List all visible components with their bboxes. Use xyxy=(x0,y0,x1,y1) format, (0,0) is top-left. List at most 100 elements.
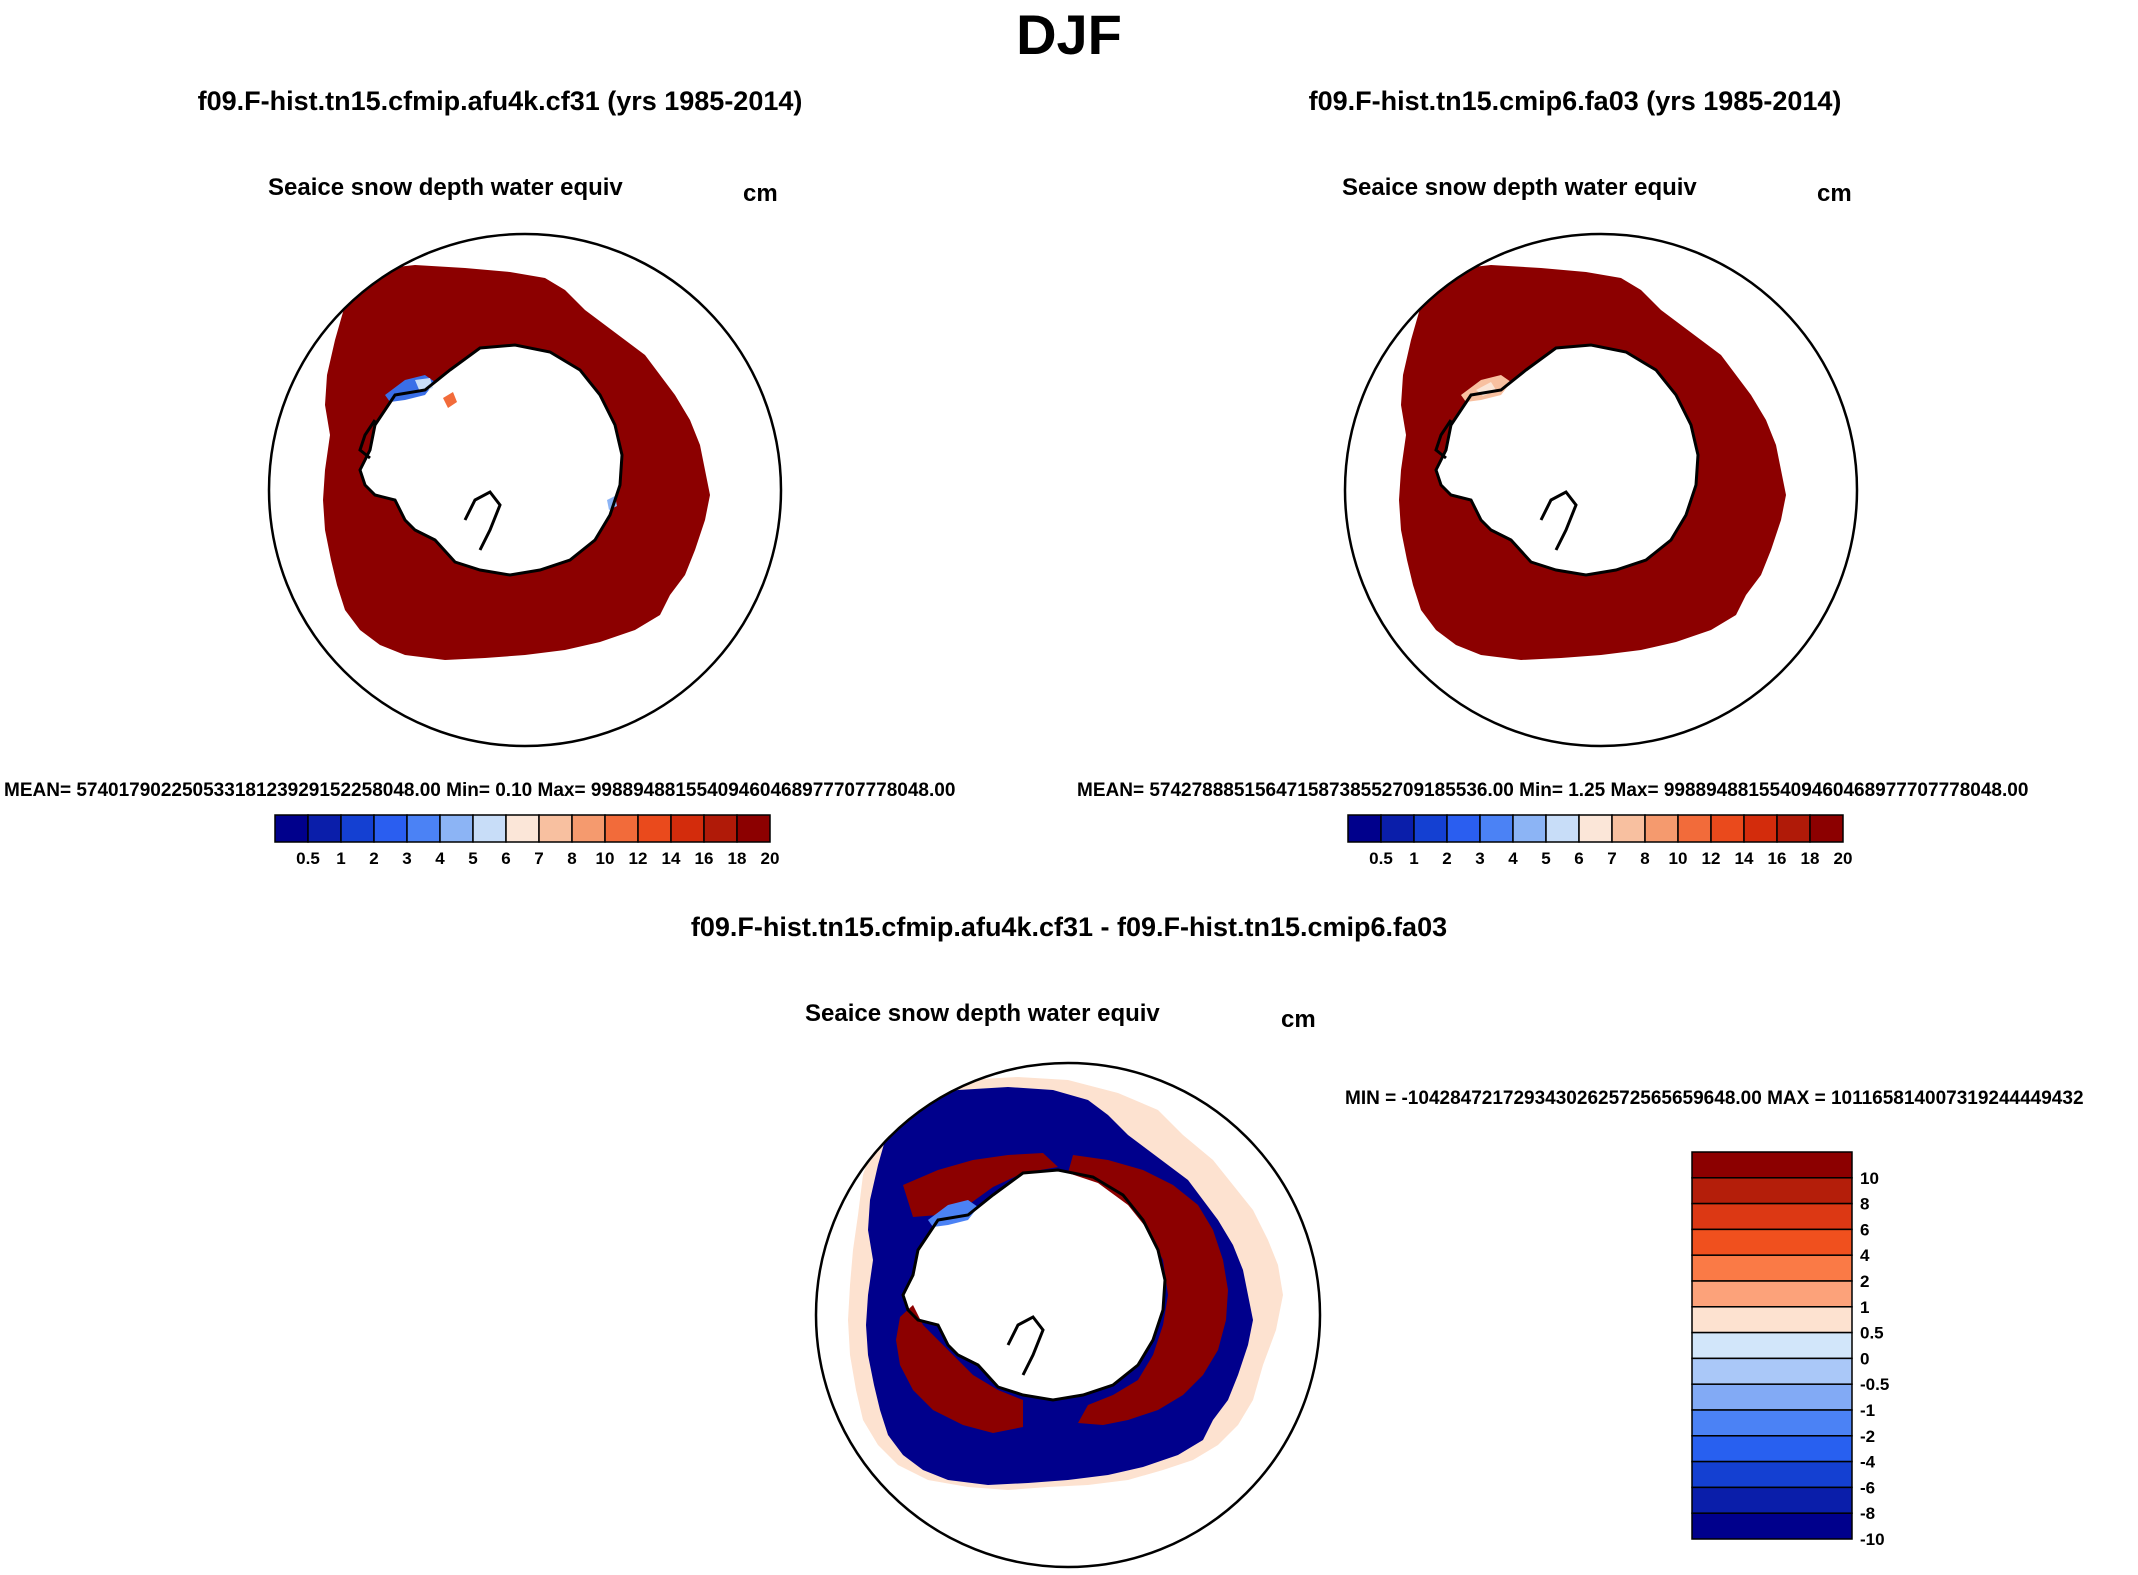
colorbar-tick-label: 16 xyxy=(695,849,714,868)
colorbar-tick-label: 10 xyxy=(596,849,615,868)
coastline xyxy=(1434,343,1700,577)
panel-2-variable: Seaice snow depth water equiv xyxy=(1342,174,1697,201)
panel-1-stats: MEAN= 574017902250533181239291522580​48.… xyxy=(4,780,956,801)
colorbar-box xyxy=(1691,1512,1853,1540)
colorbar-box xyxy=(703,814,738,843)
colorbar-box xyxy=(472,814,507,843)
panel-1-title: f09.F-hist.tn15.cfmip.afu4k.cf31 (yrs 19… xyxy=(197,86,803,116)
colorbar-box xyxy=(1691,1202,1853,1231)
colorbar-box xyxy=(637,814,672,843)
colorbar-tick-label: 8 xyxy=(1640,849,1649,868)
colorbar-box xyxy=(1512,814,1547,843)
peninsula-outline xyxy=(358,419,377,460)
colorbar-tick-label: 10 xyxy=(1669,849,1688,868)
colorbar-tick-label: 2 xyxy=(369,849,378,868)
coastline xyxy=(901,1168,1167,1402)
map-boundary xyxy=(814,1061,1322,1569)
colorbar-tick-label: -10 xyxy=(1860,1530,1885,1549)
colorbar-box xyxy=(1578,814,1613,843)
colorbar-tick-label: 0 xyxy=(1860,1349,1869,1368)
colorbar-tick-label: 6 xyxy=(501,849,510,868)
colorbar-tick-label: 18 xyxy=(728,849,747,868)
colorbar-tick-label: 0.5 xyxy=(1860,1324,1884,1343)
colorbar-tick-label: 12 xyxy=(629,849,648,868)
colorbar-tick-label: 6 xyxy=(1860,1220,1869,1239)
positive-ring-east xyxy=(1068,1155,1228,1425)
colorbar-tick-label: -1 xyxy=(1860,1401,1875,1420)
ross-ice-shelf xyxy=(1006,1315,1045,1376)
colorbar-box xyxy=(1691,1357,1853,1385)
colorbar-tick-label: 4 xyxy=(1508,849,1518,868)
map-boundary xyxy=(1343,232,1859,748)
colorbar-tick-label: 4 xyxy=(435,849,445,868)
colorbar-tick-label: 1 xyxy=(1860,1298,1869,1317)
colorbar-box xyxy=(736,814,771,843)
colorbar-box xyxy=(1691,1177,1853,1205)
colorbar-tick-label: 3 xyxy=(1475,849,1484,868)
colorbar-box xyxy=(1413,814,1448,843)
colorbar-box xyxy=(1347,814,1382,843)
colorbar-box xyxy=(1691,1409,1853,1437)
colorbar-box xyxy=(1677,814,1712,843)
colorbar-tick-label: -6 xyxy=(1860,1478,1875,1497)
coastline xyxy=(358,343,624,577)
colorbar-box xyxy=(1691,1486,1853,1514)
ross-ice-shelf xyxy=(1539,490,1578,551)
panel-1-map xyxy=(267,232,783,748)
colorbar-tick-label: 8 xyxy=(1860,1195,1869,1214)
colorbar-box xyxy=(1446,814,1481,843)
panel-1-colorbar: 0.5 1 2 3 4 5 6 7 8 10 12 14 16 18 20 xyxy=(274,814,779,868)
colorbar-box xyxy=(505,814,540,843)
colorbar-box xyxy=(274,814,309,843)
diff-panel-stats: MIN = -104284721729343026257256565964​8.… xyxy=(1345,1088,2084,1109)
colorbar-tick-label: -2 xyxy=(1860,1427,1875,1446)
seaice-field xyxy=(1399,265,1786,660)
diff-panel-units: cm xyxy=(1281,1006,1316,1033)
colorbar-box xyxy=(604,814,639,843)
positive-north xyxy=(903,1153,1058,1217)
colorbar-box xyxy=(1710,814,1745,843)
colorbar-tick-label: 1 xyxy=(1409,849,1418,868)
diff-panel-title: f09.F-hist.tn15.cfmip.afu4k.cf31 - f09.F… xyxy=(690,912,1448,942)
colorbar-box xyxy=(1691,1460,1853,1489)
colorbar-box xyxy=(1776,814,1811,843)
panel-2-title: f09.F-hist.tn15.cmip6.fa03 (yrs 1985-201… xyxy=(1308,86,1842,116)
colorbar-box xyxy=(1691,1383,1853,1411)
colorbar-box xyxy=(1743,814,1778,843)
colorbar-box xyxy=(1380,814,1415,843)
panel-1-variable: Seaice snow depth water equiv xyxy=(268,174,623,201)
colorbar-box xyxy=(439,814,474,843)
colorbar-box xyxy=(340,814,375,843)
panel-2-colorbar: 0.5 1 2 3 4 5 6 7 8 10 12 14 16 18 20 xyxy=(1347,814,1852,868)
diff-panel-variable: Seaice snow depth water equiv xyxy=(805,1000,1160,1027)
colorbar-tick-label: 14 xyxy=(1735,849,1754,868)
peninsula-outline xyxy=(1434,419,1453,460)
colorbar-box xyxy=(1611,814,1646,843)
colorbar-tick-label: 18 xyxy=(1801,849,1820,868)
colorbar-box xyxy=(1691,1306,1853,1334)
seaice-field xyxy=(323,265,710,660)
colorbar-tick-label: 4 xyxy=(1860,1246,1870,1265)
colorbar-tick-label: 6 xyxy=(1574,849,1583,868)
colorbar-box xyxy=(571,814,606,843)
colorbar-tick-label: 7 xyxy=(534,849,543,868)
positive-ring-west xyxy=(896,1305,1023,1433)
colorbar-box xyxy=(307,814,342,843)
colorbar-tick-label: 10 xyxy=(1860,1169,1879,1188)
colorbar-tick-label: 5 xyxy=(1541,849,1550,868)
colorbar-box xyxy=(1691,1435,1853,1463)
diff-panel-colorbar: 10 8 6 4 2 1 0.5 0 -0.5 -1 -2 -4 -6 -8 -10 xyxy=(1691,1151,1889,1549)
colorbar-tick-label: 7 xyxy=(1607,849,1616,868)
colorbar-tick-label: -4 xyxy=(1860,1453,1876,1472)
colorbar-box xyxy=(1644,814,1679,843)
panel-2-stats: MEAN= 574278885156471587385527091855​36.… xyxy=(1077,780,2029,801)
colorbar-tick-label: 5 xyxy=(468,849,477,868)
colorbar-tick-label: 20 xyxy=(1834,849,1853,868)
colorbar-tick-label: -0.5 xyxy=(1860,1375,1889,1394)
colorbar-tick-label: 14 xyxy=(662,849,681,868)
colorbar-box xyxy=(1691,1280,1853,1308)
colorbar-box xyxy=(1691,1151,1853,1179)
panel-2-map xyxy=(1343,232,1859,748)
colorbar-box xyxy=(670,814,705,843)
colorbar-tick-label: 0.5 xyxy=(296,849,320,868)
